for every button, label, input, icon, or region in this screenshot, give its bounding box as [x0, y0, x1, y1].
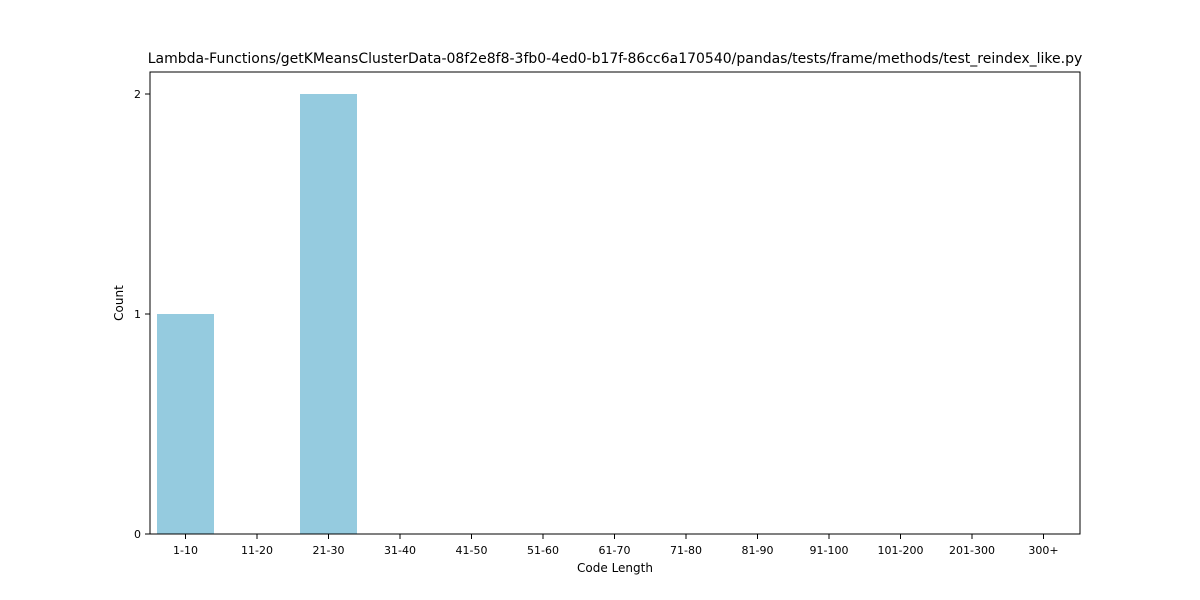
x-axis-label: Code Length	[577, 561, 653, 575]
bar-21-30	[300, 94, 357, 534]
chart-title: Lambda-Functions/getKMeansClusterData-08…	[148, 51, 1083, 67]
x-tick-label: 1-10	[173, 544, 198, 557]
x-tick-label: 101-200	[878, 544, 924, 557]
x-tick-label: 11-20	[241, 544, 273, 557]
x-tick-label: 91-100	[810, 544, 849, 557]
y-axis-ticks: 0 1 2	[134, 88, 150, 541]
y-tick-label: 1	[134, 308, 141, 321]
bars	[157, 94, 357, 534]
bar-1-10	[157, 314, 214, 534]
x-axis-ticks: 1-10 11-20 21-30 31-40 41-50 51-60 61-70 71-80 8…	[173, 534, 1059, 557]
y-tick-label: 2	[134, 88, 141, 101]
x-tick-label: 41-50	[456, 544, 488, 557]
y-tick-label: 0	[134, 528, 141, 541]
y-axis-label: Count	[112, 285, 126, 321]
x-tick-label: 51-60	[527, 544, 559, 557]
x-tick-label: 31-40	[384, 544, 416, 557]
x-tick-label: 61-70	[599, 544, 631, 557]
x-tick-label: 300+	[1028, 544, 1058, 557]
x-tick-label: 71-80	[670, 544, 702, 557]
plot-frame	[149, 71, 1081, 535]
x-tick-label: 201-300	[949, 544, 995, 557]
x-tick-label: 21-30	[313, 544, 345, 557]
x-tick-label: 81-90	[742, 544, 774, 557]
